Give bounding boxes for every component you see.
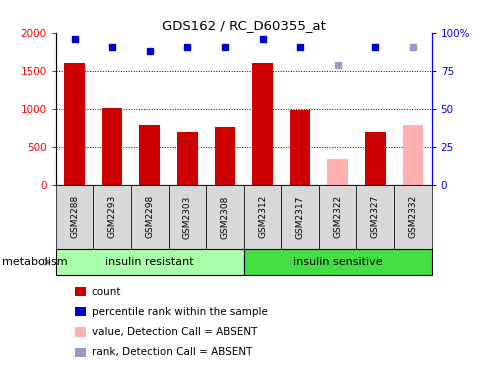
Bar bbox=[214, 127, 235, 185]
Text: GSM2322: GSM2322 bbox=[333, 195, 342, 238]
Text: GSM2312: GSM2312 bbox=[257, 195, 267, 239]
Text: GSM2293: GSM2293 bbox=[107, 195, 117, 239]
Text: insulin resistant: insulin resistant bbox=[105, 257, 194, 267]
Bar bbox=[102, 108, 122, 185]
Text: rank, Detection Call = ABSENT: rank, Detection Call = ABSENT bbox=[91, 347, 252, 357]
Bar bbox=[139, 125, 160, 185]
Bar bbox=[364, 132, 385, 185]
Text: insulin sensitive: insulin sensitive bbox=[292, 257, 382, 267]
Bar bbox=[289, 111, 310, 185]
Bar bbox=[252, 63, 272, 185]
Text: value, Detection Call = ABSENT: value, Detection Call = ABSENT bbox=[91, 327, 257, 337]
Text: GSM2298: GSM2298 bbox=[145, 195, 154, 239]
Bar bbox=[177, 132, 197, 185]
Text: percentile rank within the sample: percentile rank within the sample bbox=[91, 307, 267, 317]
Bar bbox=[402, 125, 423, 185]
Title: GDS162 / RC_D60355_at: GDS162 / RC_D60355_at bbox=[162, 19, 325, 32]
Text: GSM2317: GSM2317 bbox=[295, 195, 304, 239]
Text: GSM2332: GSM2332 bbox=[408, 195, 417, 239]
Text: GSM2288: GSM2288 bbox=[70, 195, 79, 239]
Bar bbox=[327, 159, 348, 185]
Text: GSM2327: GSM2327 bbox=[370, 195, 379, 239]
Text: GSM2303: GSM2303 bbox=[182, 195, 192, 239]
Text: GSM2308: GSM2308 bbox=[220, 195, 229, 239]
Text: count: count bbox=[91, 287, 121, 297]
Text: metabolism: metabolism bbox=[2, 257, 68, 267]
Bar bbox=[64, 63, 85, 185]
